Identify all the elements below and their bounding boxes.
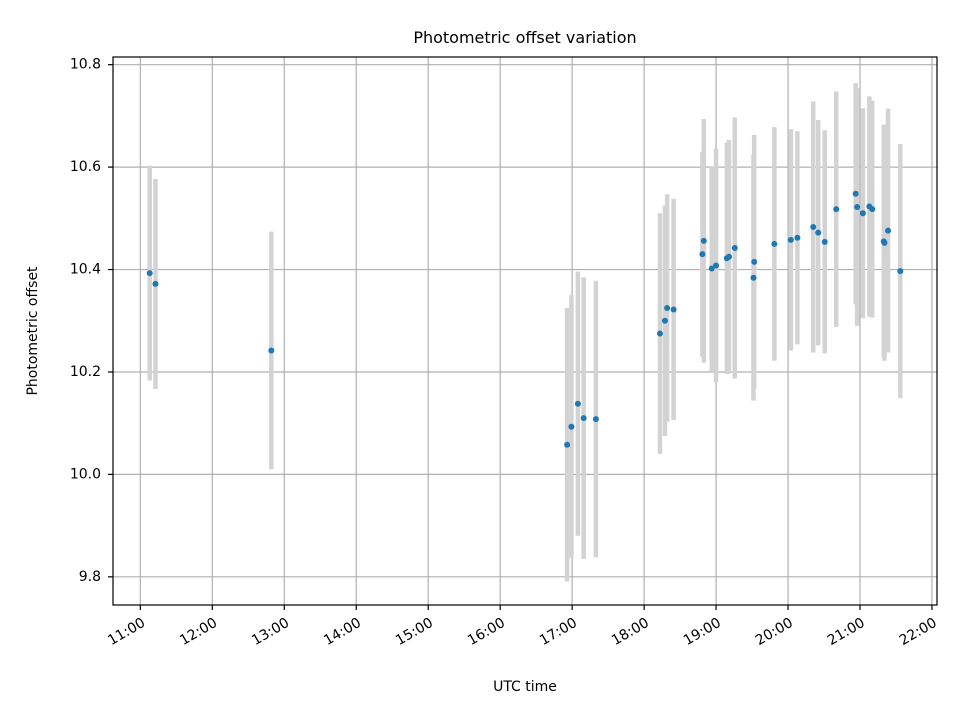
- data-point: [564, 441, 571, 448]
- data-point: [152, 280, 159, 287]
- data-point: [708, 265, 715, 272]
- data-point: [713, 262, 720, 269]
- data-point: [794, 234, 801, 241]
- data-point: [568, 423, 575, 430]
- data-points: [146, 190, 904, 448]
- y-axis-label: Photometric offset: [25, 266, 41, 396]
- data-point: [661, 317, 668, 324]
- y-tick-label: 9.8: [79, 569, 101, 585]
- data-point: [751, 258, 758, 265]
- y-tick-label: 10.6: [70, 159, 101, 175]
- y-tick-label: 10.2: [70, 364, 101, 380]
- data-point: [592, 416, 599, 423]
- data-point: [852, 190, 859, 197]
- y-axis-ticks: 9.8 10.0 10.2 10.4 10.6 10.8: [70, 57, 113, 585]
- data-point: [787, 236, 794, 243]
- data-point: [815, 229, 822, 236]
- y-tick-label: 10.8: [70, 57, 101, 73]
- data-point: [146, 270, 153, 277]
- data-point: [750, 274, 757, 281]
- data-point: [859, 210, 866, 217]
- y-tick-label: 10.4: [70, 262, 101, 278]
- x-axis-label: UTC time: [493, 679, 557, 695]
- chart-title: Photometric offset variation: [413, 28, 636, 47]
- data-point: [833, 206, 840, 213]
- data-point: [821, 238, 828, 245]
- data-point: [810, 224, 817, 231]
- data-point: [574, 400, 581, 407]
- data-point: [664, 304, 671, 311]
- data-point: [656, 330, 663, 337]
- plot-frame: [112, 56, 938, 606]
- data-point: [771, 240, 778, 247]
- plot-area: [113, 57, 937, 605]
- data-point: [881, 239, 888, 246]
- data-point: [580, 415, 587, 422]
- data-point: [268, 347, 275, 354]
- data-point: [854, 204, 861, 211]
- data-point: [731, 245, 738, 252]
- data-point: [869, 206, 876, 213]
- data-point: [897, 268, 904, 275]
- data-point: [726, 253, 733, 260]
- data-point: [700, 237, 707, 244]
- y-tick-label: 10.0: [70, 466, 101, 482]
- data-point: [670, 306, 677, 313]
- data-point: [699, 251, 706, 258]
- data-point: [885, 227, 892, 234]
